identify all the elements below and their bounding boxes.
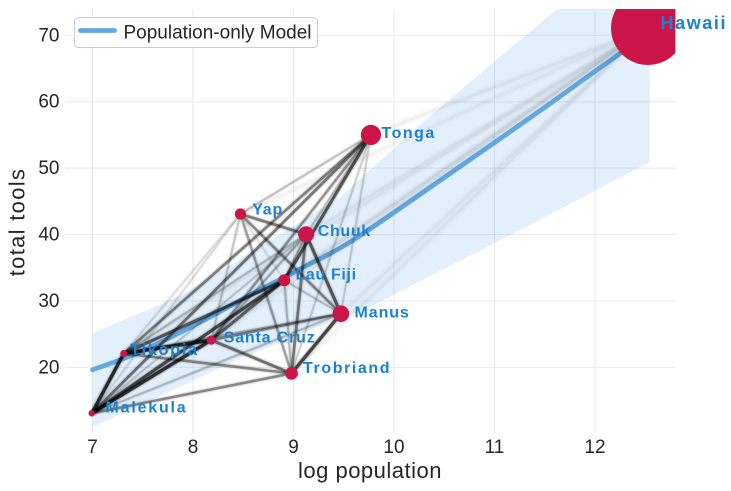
svg-text:Hawaii: Hawaii — [661, 13, 728, 33]
svg-text:7: 7 — [87, 437, 98, 458]
svg-text:log population: log population — [298, 458, 442, 483]
svg-text:50: 50 — [38, 158, 59, 179]
svg-text:12: 12 — [584, 437, 605, 458]
svg-text:60: 60 — [38, 92, 59, 113]
svg-text:Yap: Yap — [252, 202, 283, 219]
svg-text:Tonga: Tonga — [382, 125, 436, 142]
svg-text:total tools: total tools — [5, 168, 30, 276]
svg-text:11: 11 — [485, 437, 505, 458]
svg-text:Manus: Manus — [355, 304, 410, 321]
svg-text:9: 9 — [288, 437, 299, 458]
svg-text:20: 20 — [38, 357, 59, 378]
svg-text:Lau Fiji: Lau Fiji — [296, 266, 357, 283]
svg-text:10: 10 — [383, 437, 404, 458]
svg-text:30: 30 — [38, 291, 59, 312]
svg-text:Trobriand: Trobriand — [303, 360, 391, 377]
svg-text:70: 70 — [38, 25, 59, 46]
svg-text:Population-only Model: Population-only Model — [124, 22, 312, 43]
svg-text:Malekula: Malekula — [106, 399, 188, 416]
svg-text:Chuuk: Chuuk — [318, 223, 371, 240]
svg-text:8: 8 — [188, 437, 199, 458]
svg-text:Tikopia: Tikopia — [130, 341, 198, 359]
svg-text:40: 40 — [38, 225, 59, 246]
svg-text:Santa Cruz: Santa Cruz — [224, 330, 316, 347]
